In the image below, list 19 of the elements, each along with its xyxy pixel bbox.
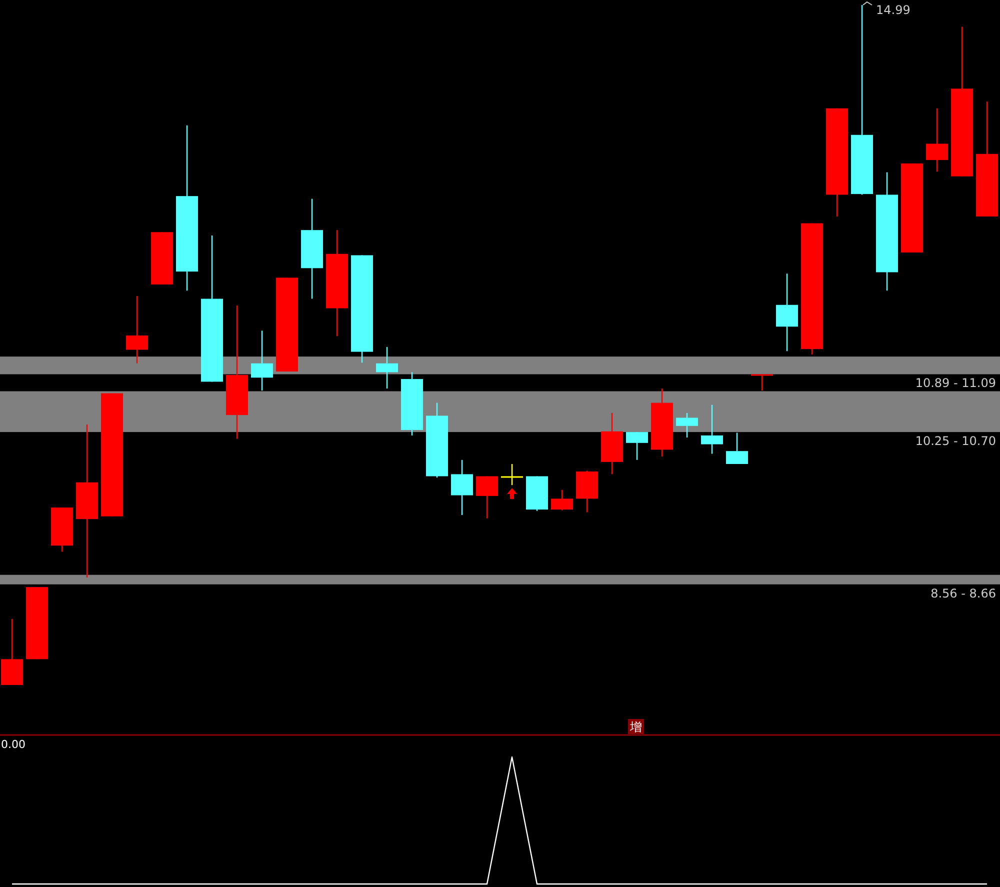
candlestick <box>751 374 773 392</box>
band-label: 10.25 - 10.70 <box>915 434 996 448</box>
candlestick <box>476 476 498 519</box>
candlestick <box>926 108 948 172</box>
text: 0.00 <box>1 738 26 751</box>
candlestick <box>126 295 148 364</box>
candlestick <box>676 412 698 438</box>
candlestick <box>626 431 648 461</box>
candlestick <box>701 404 723 454</box>
band-label: 10.89 - 11.09 <box>915 376 996 390</box>
candlestick <box>501 463 523 486</box>
candlestick <box>376 346 398 390</box>
candlestick <box>551 489 573 511</box>
candlestick <box>451 459 473 516</box>
candlestick <box>251 330 273 392</box>
annotation: 14.99 <box>876 3 910 17</box>
candlestick <box>776 273 798 352</box>
candlestick <box>726 432 748 465</box>
band-label: 8.56 - 8.66 <box>930 586 996 600</box>
